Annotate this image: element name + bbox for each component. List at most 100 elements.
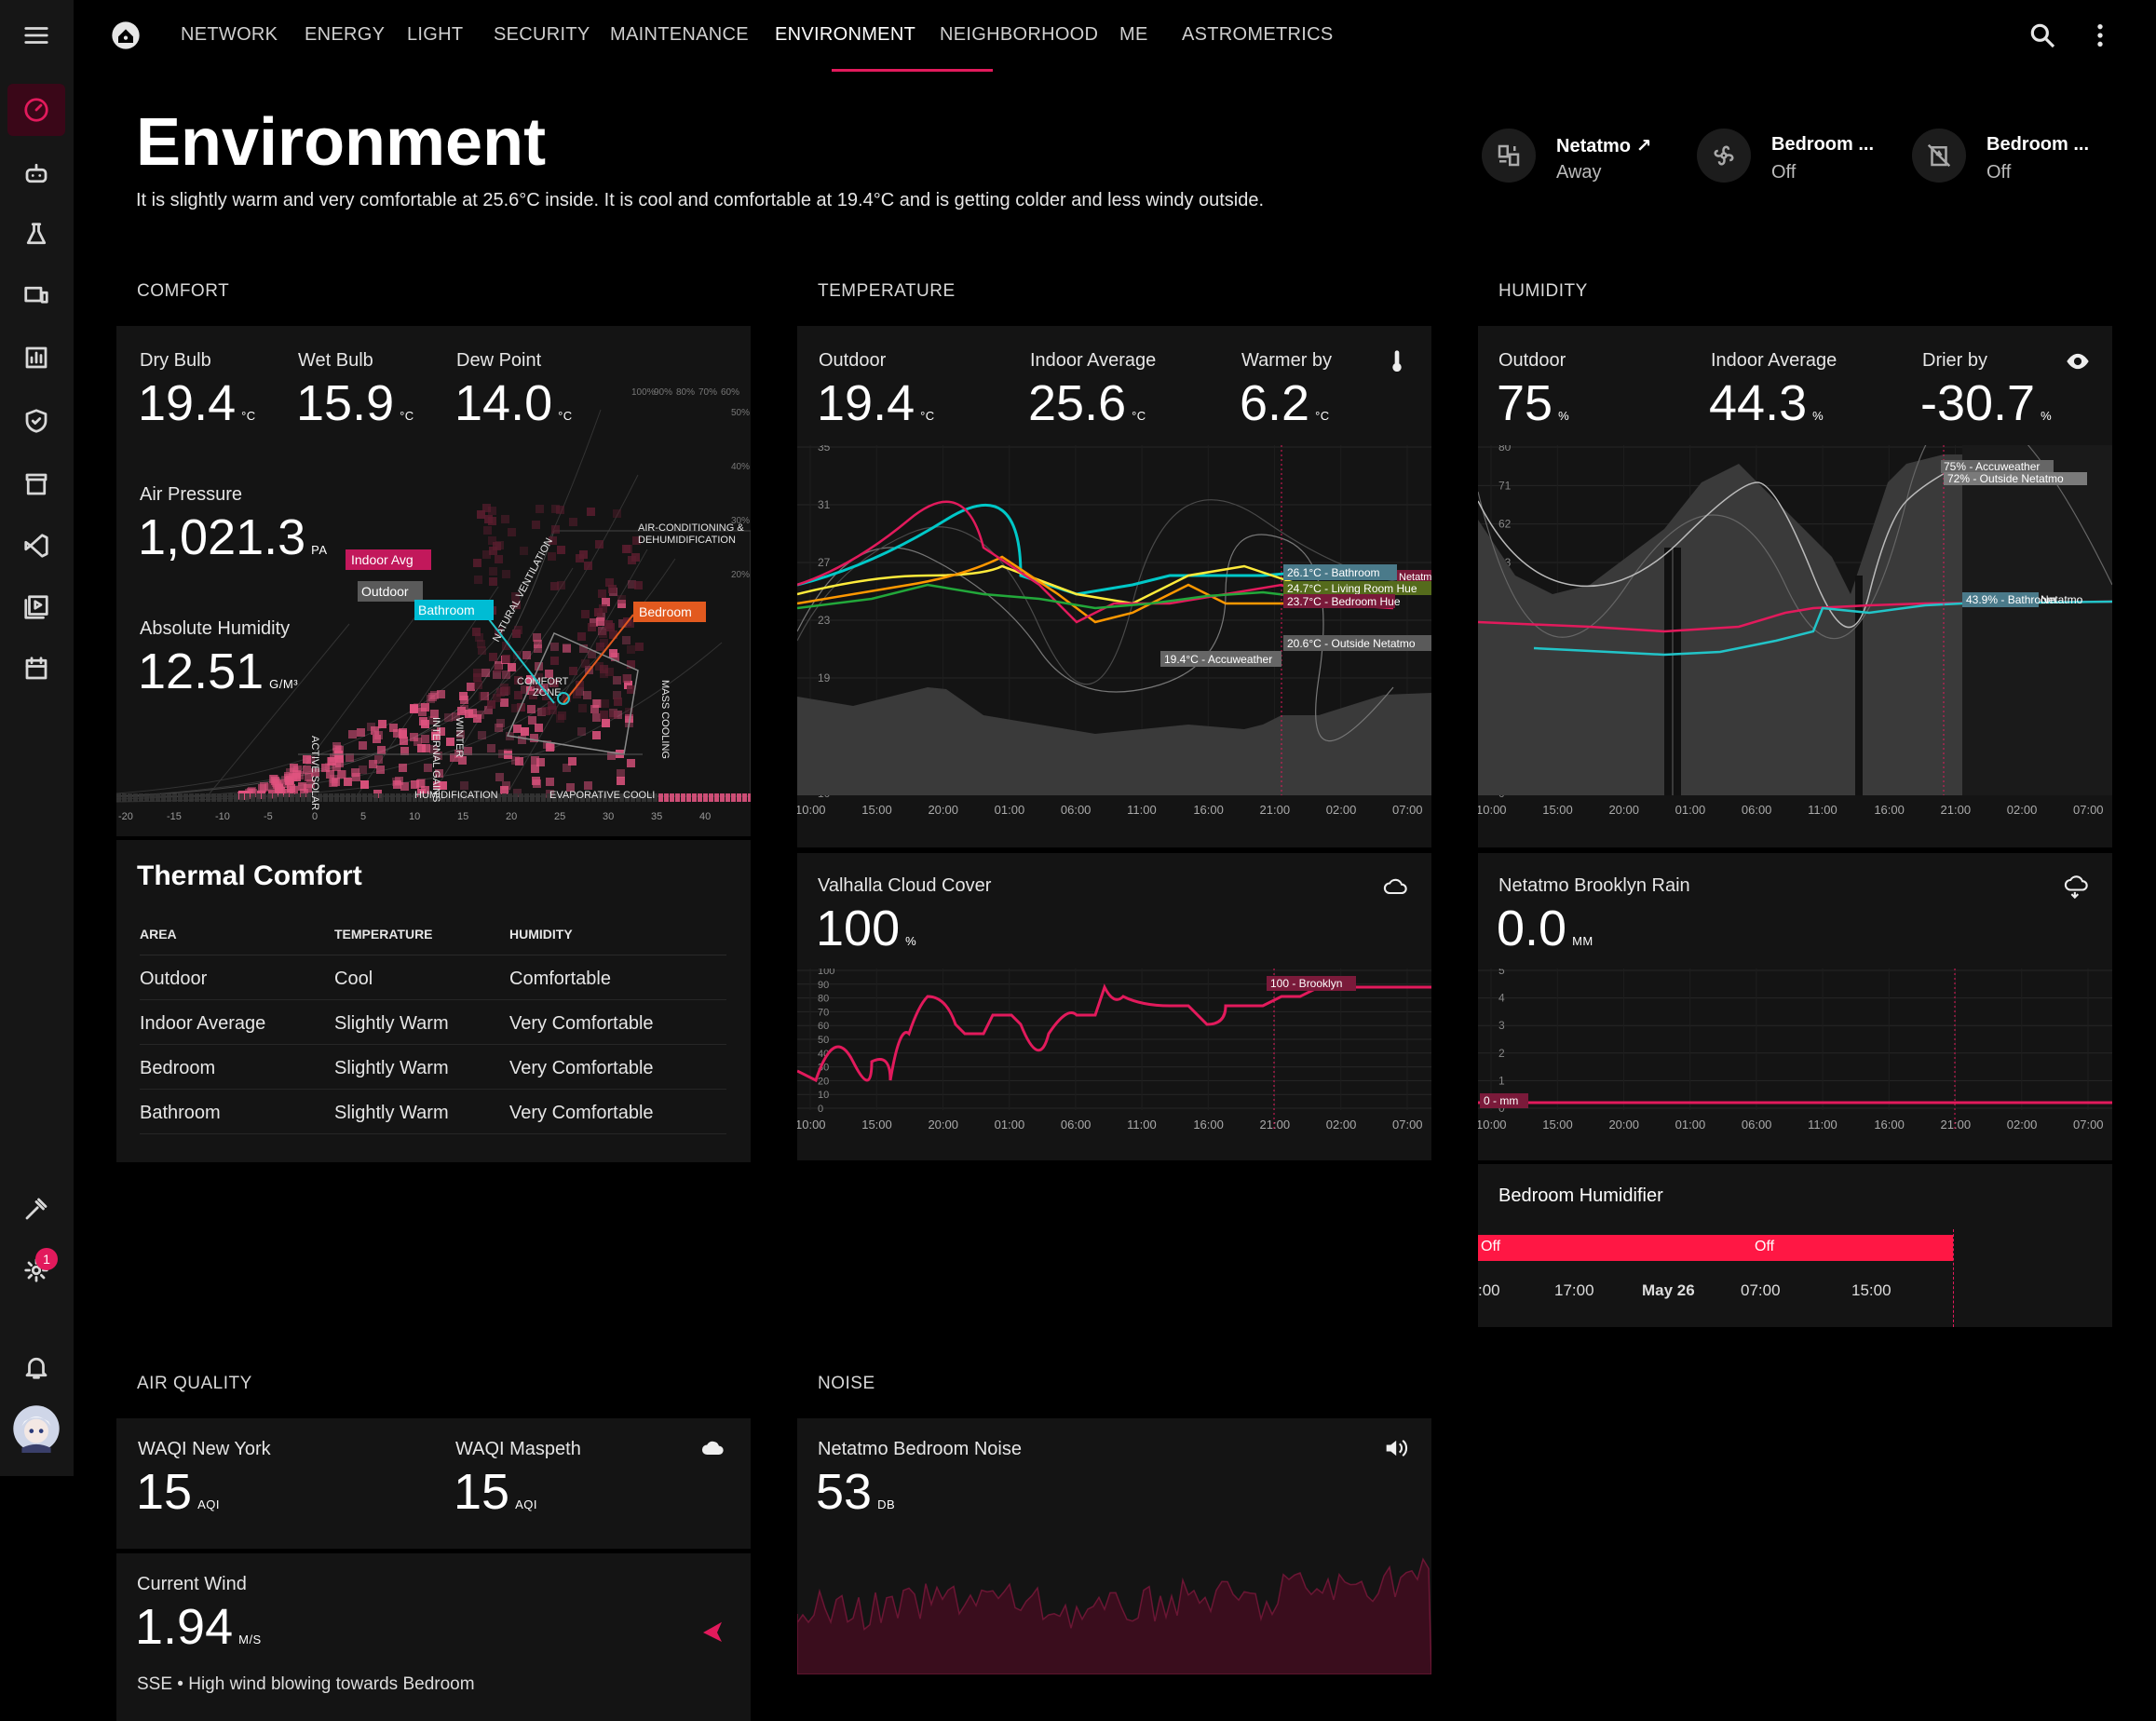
sidebar-item-dashboard[interactable] [7, 84, 65, 136]
cloud-cover-card[interactable]: Valhalla Cloud Cover 100% 100 90 80 70 60 50 4… [797, 853, 1431, 1160]
sidebar-item-vscode[interactable] [7, 520, 65, 572]
svg-text:20:00: 20:00 [928, 1118, 958, 1132]
marker-bathroom [414, 600, 494, 620]
sidebar-item-macs[interactable] [7, 458, 65, 510]
svg-text:0: 0 [312, 811, 318, 822]
tab-light[interactable]: LIGHT [407, 24, 464, 45]
temperature-history-chart[interactable]: 3531272319151010:0015:0020:0001:0006:001… [797, 445, 1431, 847]
tab-neighborhood[interactable]: NEIGHBORHOOD [940, 24, 1099, 45]
svg-text:19.4°C - Accuweather: 19.4°C - Accuweather [1164, 653, 1272, 666]
tab-astrometrics[interactable]: ASTROMETRICS [1182, 24, 1334, 45]
zone-label-winter: WINTER [454, 717, 465, 757]
rain-card[interactable]: Netatmo Brooklyn Rain 0.0MM 54321010:001… [1478, 853, 2112, 1160]
dry-bulb-label: Dry Bulb [140, 350, 211, 371]
hum-outdoor-label: Outdoor [1498, 350, 1566, 371]
tab-environment[interactable]: ENVIRONMENT [775, 24, 916, 45]
rain-chart[interactable]: 54321010:0015:0020:0001:0006:0011:0016:0… [1478, 969, 2112, 1160]
svg-text:15:00: 15:00 [861, 803, 892, 817]
sidebar-item-lab[interactable] [7, 209, 65, 261]
wind-card[interactable]: Current Wind 1.94 M/S SSE • High wind blo… [116, 1553, 751, 1721]
svg-text:10:00: 10:00 [797, 1118, 826, 1132]
sidebar-item-tools[interactable] [7, 1183, 65, 1235]
sidebar-item-stats[interactable] [7, 332, 65, 384]
svg-text:80: 80 [1498, 445, 1512, 454]
zone-label-evaporative: EVAPORATIVE COOLI [549, 790, 655, 801]
bell-icon [25, 1357, 47, 1379]
marker-bedroom [633, 602, 706, 622]
svg-text:40%: 40% [731, 462, 750, 472]
home-tab[interactable] [111, 20, 142, 52]
svg-text:100 - Brooklyn: 100 - Brooklyn [1270, 977, 1342, 990]
svg-text:20:00: 20:00 [1608, 1118, 1639, 1132]
marker-outdoor [358, 581, 423, 602]
tab-energy[interactable]: ENERGY [305, 24, 386, 45]
menu-button[interactable] [7, 9, 65, 61]
sidebar-item-robot[interactable] [7, 147, 65, 199]
svg-text:Netatm: Netatm [1399, 572, 1431, 583]
sidebar-item-calendar[interactable] [7, 643, 65, 695]
store-icon [25, 473, 47, 495]
tab-security[interactable]: SECURITY [494, 24, 590, 45]
svg-text:11:00: 11:00 [1808, 803, 1837, 817]
avatar[interactable] [7, 1403, 65, 1455]
temp-outdoor-label: Outdoor [819, 350, 887, 371]
robot-icon [25, 163, 47, 183]
hum-diff-value: -30.7% [1920, 375, 2053, 431]
sidebar-item-security[interactable] [7, 395, 65, 447]
svg-text:27: 27 [818, 556, 831, 569]
svg-text:20: 20 [506, 811, 517, 822]
temperature-card[interactable]: Outdoor 19.4 °C Indoor Average 25.6 °C War… [797, 326, 1431, 847]
svg-text:07:00: 07:00 [2073, 803, 2104, 817]
humidity-card[interactable]: Outdoor 75% Indoor Average 44.3% Drier b… [1478, 326, 2112, 847]
devices-icon [24, 286, 48, 304]
sidebar-item-media[interactable] [7, 581, 65, 633]
svg-text:80%: 80% [676, 387, 695, 398]
svg-text:19: 19 [818, 671, 831, 684]
svg-text:Netatmo: Netatmo [2041, 593, 2083, 606]
eye-icon [2067, 353, 2089, 370]
sidebar-item-notifications[interactable] [7, 1341, 65, 1393]
wind-direction-arrow-icon [703, 1621, 722, 1642]
humidifier-off-icon [1912, 129, 1966, 183]
svg-text:Bedroom: Bedroom [639, 604, 692, 619]
table-row: Indoor Average Slightly Warm Very Comforta… [140, 999, 726, 1045]
humidity-history-chart[interactable]: 80716253443627189010:0015:0020:0001:0006… [1478, 445, 2112, 847]
timeline-tick: 07:00 [1741, 1281, 1781, 1299]
sidebar-item-settings[interactable]: 1 [7, 1244, 65, 1296]
svg-text:21:00: 21:00 [1260, 803, 1291, 817]
tab-maintenance[interactable]: MAINTENANCE [610, 24, 749, 45]
humidifier-timeline-bar[interactable] [1478, 1235, 1953, 1261]
search-button[interactable] [2027, 20, 2057, 55]
svg-text:70: 70 [818, 1007, 829, 1018]
rain-value: 0.0 MM [1497, 901, 1593, 956]
abs-humidity-value: 12.51 G/M³ [138, 644, 299, 699]
sidebar-item-devices[interactable] [7, 270, 65, 322]
svg-text:10:00: 10:00 [1478, 1118, 1507, 1132]
tab-network[interactable]: NETWORK [181, 24, 278, 45]
hum-diff-label: Drier by [1922, 350, 1988, 371]
temp-outside-area [797, 687, 1431, 795]
svg-text:16:00: 16:00 [1193, 803, 1224, 817]
svg-text:01:00: 01:00 [1675, 803, 1706, 817]
svg-text:15: 15 [457, 811, 468, 822]
noise-card[interactable]: Netatmo Bedroom Noise 53 DB [797, 1418, 1431, 1674]
tab-me[interactable]: ME [1119, 24, 1148, 45]
air-quality-card[interactable]: WAQI New York 15 AQI WAQI Maspeth 15 AQI [116, 1418, 751, 1549]
more-menu-button[interactable] [2085, 20, 2115, 55]
svg-text:06:00: 06:00 [1061, 1118, 1092, 1132]
svg-text:60%: 60% [721, 387, 739, 398]
zone-label-mass-cooling: MASS COOLING [659, 680, 671, 759]
col-humidity: HUMIDITY [509, 927, 726, 955]
svg-text:100: 100 [818, 969, 834, 977]
device-state: Off [1987, 162, 2012, 183]
hum-indoor-value: 44.3% [1709, 375, 1824, 431]
svg-text:3: 3 [1498, 1019, 1505, 1032]
device-name: Bedroom ... [1771, 134, 1875, 155]
device-name: Bedroom ... [1987, 134, 2090, 155]
zone-label-active-solar: ACTIVE SOLAR [309, 736, 320, 810]
active-tab-indicator [832, 69, 993, 72]
timeline-tick: :00 [1478, 1281, 1500, 1299]
cloud-label: Valhalla Cloud Cover [818, 875, 992, 896]
svg-text:90%: 90% [654, 387, 672, 398]
